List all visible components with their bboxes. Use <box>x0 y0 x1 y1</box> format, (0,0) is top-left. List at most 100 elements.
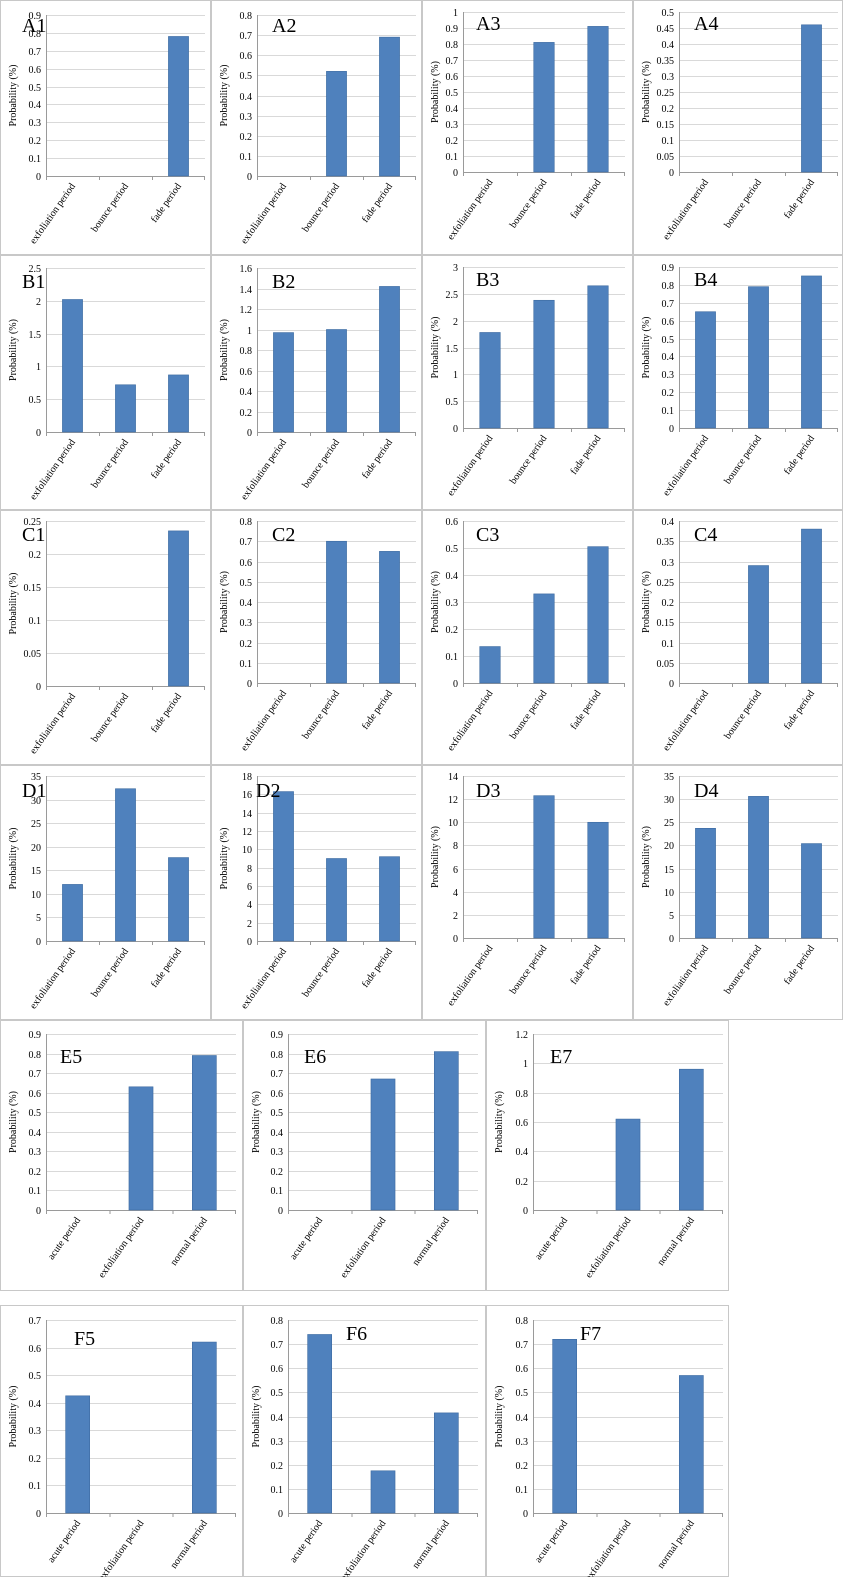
y-tick-label: 0.6 <box>240 558 253 569</box>
y-axis-label: Probability (%) <box>219 828 230 890</box>
y-tick-label: 0 <box>278 1206 283 1217</box>
y-tick-label: 10 <box>448 818 458 829</box>
y-axis-label: Probability (%) <box>219 65 230 127</box>
bar-bounce-period <box>533 795 555 939</box>
y-tick-label: 14 <box>448 772 458 783</box>
y-axis-label: Probability (%) <box>8 65 19 127</box>
y-tick-label: 2 <box>247 919 252 930</box>
y-tick-label: 0.7 <box>662 299 675 310</box>
y-tick-label: 0.5 <box>662 8 675 19</box>
y-tick-label: 0.3 <box>240 112 253 123</box>
y-axis-label: Probability (%) <box>219 571 230 633</box>
y-tick-label: 35 <box>664 772 674 783</box>
y-tick-label: 0 <box>453 168 458 179</box>
y-tick-label: 0.8 <box>240 517 253 528</box>
bar-fade-period <box>587 26 609 173</box>
y-tick-label: 1.6 <box>240 264 253 275</box>
y-tick-label: 0.35 <box>657 56 675 67</box>
y-tick-label: 0.6 <box>271 1089 284 1100</box>
y-tick-label: 0.1 <box>240 659 253 670</box>
y-tick-label: 0 <box>278 1509 283 1520</box>
panel-title: D1 <box>22 780 46 802</box>
y-tick-label: 0.2 <box>446 625 459 636</box>
y-tick-label: 0 <box>669 934 674 945</box>
y-tick-label: 0.3 <box>271 1437 284 1448</box>
y-tick-label: 0.15 <box>657 120 675 131</box>
y-tick-label: 0.4 <box>29 100 42 111</box>
bar-bounce-period <box>748 286 769 429</box>
y-tick-label: 0.2 <box>516 1177 529 1188</box>
y-tick-label: 1 <box>453 8 458 19</box>
panel-title: C2 <box>272 524 295 546</box>
panel-title: C1 <box>22 524 45 546</box>
bar-bounce-period <box>326 540 347 684</box>
y-tick-label: 0.8 <box>446 40 459 51</box>
y-tick-label: 0.5 <box>29 83 42 94</box>
panel-title: B1 <box>22 271 45 293</box>
y-tick-label: 0.2 <box>271 1461 284 1472</box>
y-tick-label: 0.8 <box>240 346 253 357</box>
panel-title: E7 <box>550 1046 572 1068</box>
y-tick-label: 0.9 <box>662 263 675 274</box>
y-tick-label: 0.6 <box>240 51 253 62</box>
bar-exfoliation-period <box>479 332 501 429</box>
y-axis-label: Probability (%) <box>8 319 19 381</box>
y-tick-label: 0.4 <box>446 571 459 582</box>
y-tick-label: 2 <box>453 317 458 328</box>
y-tick-label: 0.3 <box>29 1147 42 1158</box>
y-tick-label: 0.8 <box>29 1050 42 1061</box>
y-tick-label: 1 <box>247 326 252 337</box>
panel-title: F7 <box>580 1323 601 1345</box>
bar-fade-period <box>801 24 822 173</box>
y-tick-label: 0.3 <box>446 598 459 609</box>
chart-panel-c4: 00.050.10.150.20.250.30.350.4exfoliation… <box>633 510 843 765</box>
y-tick-label: 0.7 <box>271 1069 284 1080</box>
y-tick-label: 0.1 <box>516 1485 529 1496</box>
y-tick-label: 0.9 <box>29 1030 42 1041</box>
y-tick-label: 0.6 <box>29 1089 42 1100</box>
y-tick-label: 0.1 <box>29 154 42 165</box>
y-tick-label: 0.05 <box>657 659 675 670</box>
bar-bounce-period <box>533 593 555 684</box>
y-tick-label: 0.3 <box>516 1437 529 1448</box>
y-tick-label: 0.4 <box>271 1128 284 1139</box>
y-tick-label: 18 <box>242 772 252 783</box>
bar-exfoliation-period <box>62 884 83 942</box>
y-tick-label: 0 <box>36 682 41 693</box>
y-tick-label: 0 <box>453 679 458 690</box>
bar-fade-period <box>801 528 822 684</box>
y-tick-label: 2 <box>36 297 41 308</box>
y-tick-label: 0.5 <box>29 1108 42 1119</box>
panel-title: B2 <box>272 271 295 293</box>
y-tick-label: 25 <box>664 818 674 829</box>
y-tick-label: 0.9 <box>271 1030 284 1041</box>
y-tick-label: 0.15 <box>24 583 42 594</box>
y-tick-label: 1.5 <box>29 330 42 341</box>
y-tick-label: 16 <box>242 790 252 801</box>
y-tick-label: 1 <box>523 1059 528 1070</box>
y-tick-label: 0.6 <box>516 1118 529 1129</box>
y-tick-label: 0.8 <box>662 281 675 292</box>
bar-fade-period <box>168 36 189 177</box>
y-tick-label: 2.5 <box>446 290 459 301</box>
y-axis-label: Probability (%) <box>430 317 441 379</box>
y-tick-label: 1.2 <box>516 1030 529 1041</box>
bar-normal-period <box>678 1375 704 1514</box>
y-tick-label: 25 <box>31 819 41 830</box>
y-tick-label: 5 <box>36 913 41 924</box>
bar-fade-period <box>587 285 609 429</box>
y-tick-label: 0.5 <box>271 1108 284 1119</box>
bar-fade-period <box>168 374 189 433</box>
panel-title: A1 <box>22 15 46 37</box>
panel-title: B4 <box>694 269 717 291</box>
bar-exfoliation-period <box>695 828 716 939</box>
y-tick-label: 0.7 <box>29 47 42 58</box>
y-axis-label: Probability (%) <box>641 317 652 379</box>
y-tick-label: 20 <box>31 843 41 854</box>
y-tick-label: 20 <box>664 841 674 852</box>
